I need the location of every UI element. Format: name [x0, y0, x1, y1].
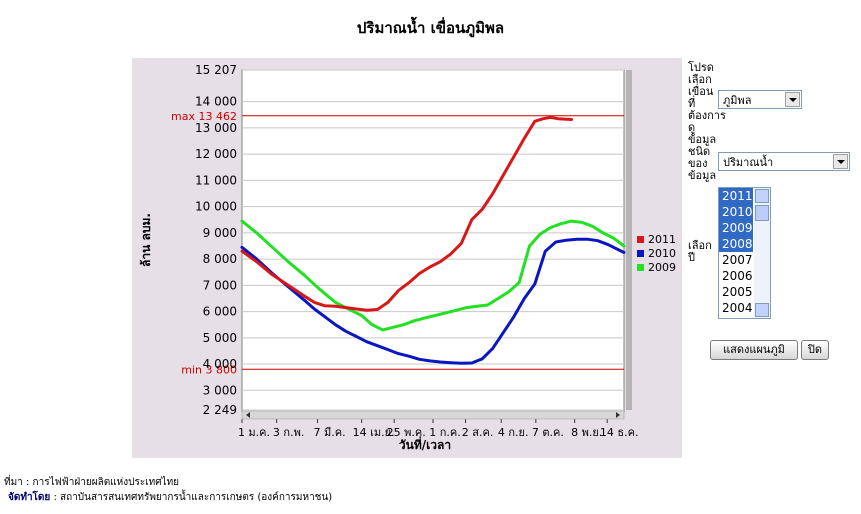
scroll-left-icon: [246, 412, 250, 418]
legend-swatch: [637, 264, 644, 271]
year-list-scrollbar[interactable]: [754, 188, 770, 318]
x-tick-label: 3 ก.พ.: [273, 426, 304, 439]
x-tick-label: 14 เม.ย.: [353, 426, 395, 439]
scroll-right-icon: [616, 412, 620, 418]
type-label: ชนิดของข้อมูล: [688, 145, 717, 182]
y-tick-label: 2 249: [203, 403, 237, 417]
year-option[interactable]: 2011: [719, 188, 753, 204]
legend-swatch: [637, 236, 644, 243]
series-line-2009: [240, 219, 626, 332]
year-option[interactable]: 2008: [719, 236, 753, 252]
x-tick-label: 7 ต.ค.: [532, 426, 564, 439]
dam-select[interactable]: ภูมิพล: [718, 90, 802, 109]
y-tick-label: 6 000: [203, 305, 237, 319]
x-tick-label: 1 ก.ค.: [429, 426, 461, 439]
x-tick-label: 4 ก.ย.: [498, 426, 529, 439]
chevron-down-icon[interactable]: [833, 154, 848, 169]
chart-horizontal-scrollbar: [241, 410, 625, 420]
dam-select-value: ภูมิพล: [723, 94, 752, 107]
scroll-thumb[interactable]: [755, 205, 769, 221]
y-tick-label: 15 207: [195, 63, 237, 77]
y-tick-label: 14 000: [195, 95, 237, 109]
y-tick-label: 4 000: [203, 357, 237, 371]
y-tick-label: 10 000: [195, 200, 237, 214]
made-by-label: จัดทำโดย: [8, 492, 51, 503]
legend-swatch: [637, 250, 644, 257]
x-tick-label: 14 ธ.ค.: [600, 426, 639, 439]
chart-vertical-scrollbar: [626, 70, 632, 410]
reference-label: min 3 800: [181, 363, 237, 376]
made-by-value: : สถาบันสารสนเทศทรัพยากรน้ำและการเกษตร (…: [50, 492, 333, 503]
legend-label: 2011: [648, 233, 676, 246]
y-tick-label: 8 000: [203, 252, 237, 266]
scroll-up-icon[interactable]: [755, 189, 769, 203]
source-text: ที่มา : การไฟฟ้าฝ่ายผลิตแห่งประเทศไทย: [4, 477, 180, 488]
y-tick-label: 11 000: [195, 173, 237, 187]
chevron-down-icon[interactable]: [785, 92, 800, 107]
legend-label: 2009: [648, 261, 676, 274]
y-tick-label: 5 000: [203, 331, 237, 345]
y-axis-label: ล้าน ลบม.: [139, 213, 153, 267]
x-tick-label: 7 มี.ค.: [314, 426, 346, 439]
year-option[interactable]: 2004: [722, 301, 753, 315]
x-tick-label: 8 พ.ย.: [571, 426, 602, 439]
x-tick-label: 1 ม.ค.: [238, 426, 270, 439]
x-tick-label: 25 พ.ค.: [387, 426, 426, 439]
made-by-text: จัดทำโดย : สถาบันสารสนเทศทรัพยากรน้ำและก…: [8, 490, 332, 505]
year-option[interactable]: 2007: [722, 253, 753, 267]
year-listbox[interactable]: 2011 2010 2009 2008 2007 2006 2005 2004: [718, 187, 771, 319]
type-select[interactable]: ปริมาณน้ำ: [718, 152, 850, 171]
x-tick-label: 2 ส.ค.: [462, 426, 494, 439]
y-tick-label: 12 000: [195, 147, 237, 161]
year-option[interactable]: 2005: [722, 285, 753, 299]
page-title: ปริมาณน้ำ เขื่อนภูมิพล: [356, 19, 505, 37]
legend-label: 2010: [648, 247, 676, 260]
y-tick-label: 3 000: [203, 383, 237, 397]
type-select-value: ปริมาณน้ำ: [723, 156, 774, 169]
show-chart-button[interactable]: แสดงแผนภูมิ: [710, 340, 798, 360]
year-option[interactable]: 2006: [722, 269, 753, 283]
series-line-2010: [240, 237, 626, 365]
dam-label: โปรดเลือกเขื่อนที่ต้องการดูข้อมูล: [688, 61, 726, 146]
series-line-2011: [240, 115, 573, 312]
close-button[interactable]: ปิด: [801, 340, 829, 360]
x-axis-label: วันที่/เวลา: [399, 436, 451, 452]
reference-label: max 13 462: [171, 110, 237, 123]
year-label: เลือกปี: [688, 239, 712, 264]
scroll-down-icon[interactable]: [755, 303, 769, 317]
y-tick-label: 7 000: [203, 278, 237, 292]
y-tick-label: 9 000: [203, 226, 237, 240]
y-tick-label: 13 000: [195, 121, 237, 135]
year-option[interactable]: 2009: [719, 220, 753, 236]
year-option[interactable]: 2010: [719, 204, 753, 220]
